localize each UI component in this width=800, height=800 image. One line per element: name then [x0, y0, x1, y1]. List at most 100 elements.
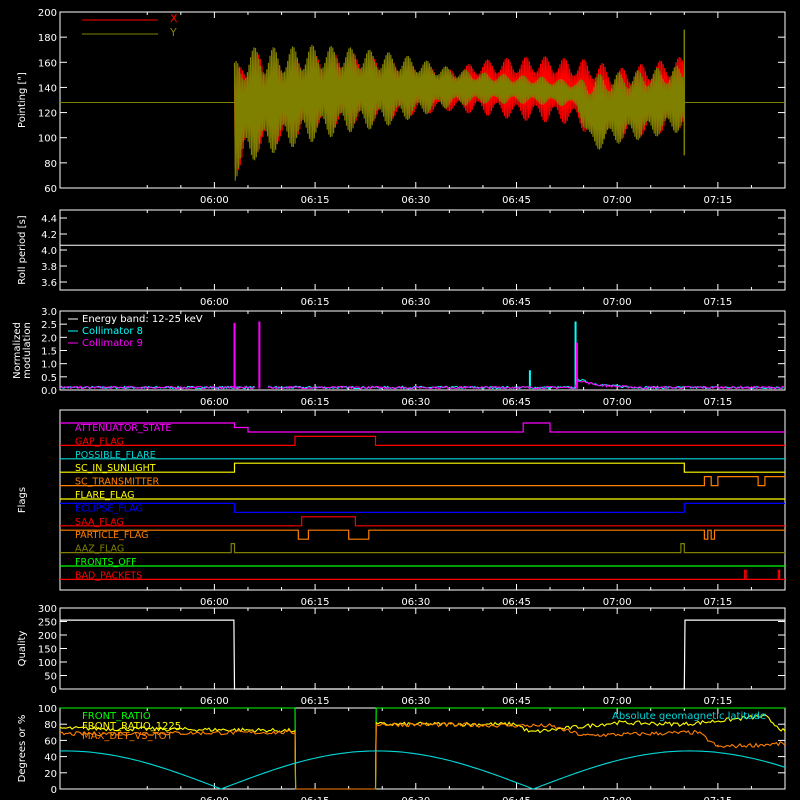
time-tick-label: 06:00	[200, 297, 229, 308]
time-tick-label: 07:15	[703, 696, 732, 707]
time-tick-label: 06:45	[502, 297, 531, 308]
flag-label: FLARE_FLAG	[75, 490, 135, 501]
y-tick-label: 3.0	[41, 307, 57, 318]
quality-line	[60, 619, 785, 690]
modulation-series-9	[267, 379, 784, 390]
y-tick-label: 80	[44, 720, 57, 731]
flag-label: AAZ_FLAG	[75, 544, 124, 555]
y-tick-label: 120	[38, 109, 57, 120]
y-tick-label: 20	[44, 769, 57, 780]
flag-trace-saa-flag	[60, 516, 785, 527]
y-axis-label-3: modulation	[22, 322, 33, 379]
y-tick-label: 60	[44, 184, 57, 195]
flag-label: SC_IN_SUNLIGHT	[75, 463, 156, 474]
time-tick-label: 06:00	[200, 696, 229, 707]
flag-trace-sc-in-sunlight	[60, 462, 785, 473]
y-tick-label: 0.0	[41, 386, 57, 397]
legend-max-det-vs-tot: MAX_DET_VS_TOT	[82, 731, 174, 742]
flag-trace-gap-flag	[60, 435, 785, 446]
y-tick-label: 60	[44, 736, 57, 747]
time-tick-label: 06:30	[401, 297, 430, 308]
time-tick-label: 07:00	[603, 597, 632, 608]
pointing-series-y	[233, 44, 685, 181]
time-tick-label: 07:00	[603, 796, 632, 800]
y-tick-label: 200	[38, 631, 57, 642]
y-tick-label: 200	[38, 8, 57, 19]
y-tick-label: 4.0	[41, 246, 57, 257]
time-tick-label: 07:15	[703, 297, 732, 308]
panel-frame-2	[59, 209, 786, 291]
time-tick-label: 07:00	[603, 696, 632, 707]
time-tick-label: 06:15	[301, 597, 330, 608]
time-tick-label: 06:15	[301, 696, 330, 707]
time-tick-label: 07:15	[703, 397, 732, 408]
time-tick-label: 06:45	[502, 796, 531, 800]
time-tick-label: 06:30	[401, 696, 430, 707]
panel-frame-4	[59, 409, 786, 591]
y-tick-label: 4.2	[41, 230, 57, 241]
flag-trace-particle-flag	[60, 529, 785, 540]
legend-y-label: Y	[169, 26, 177, 39]
flag-label: ECLIPSE_FLAG	[75, 503, 143, 514]
y-tick-label: 100	[38, 134, 57, 145]
y-tick-label: 100	[38, 658, 57, 669]
flag-label: POSSIBLE_FLARE	[75, 450, 156, 461]
legend-collimator-9: Collimator 9	[82, 338, 143, 349]
time-tick-label: 06:15	[301, 195, 330, 206]
time-tick-label: 07:00	[603, 297, 632, 308]
legend-front-ratio-1225: FRONT_RATIO_1225	[82, 721, 181, 732]
y-axis-label-3: Normalized	[12, 322, 23, 379]
flag-trace-eclipse-flag	[60, 502, 785, 513]
legend-collimator-8: Collimator 8	[82, 326, 143, 337]
y-tick-label: 1.0	[41, 360, 57, 371]
y-tick-label: 160	[38, 58, 57, 69]
flag-label: FRONTS_OFF	[75, 557, 137, 568]
flag-label: BAD_PACKETS	[75, 570, 142, 581]
energy-band-annotation: Energy band: 12-25 keV	[82, 314, 203, 325]
y-tick-label: 1.5	[41, 347, 57, 358]
ratio-series-2	[59, 722, 786, 790]
flag-label: PARTICLE_FLAG	[75, 530, 148, 541]
modulation-series-9	[59, 385, 256, 390]
y-tick-label: 80	[44, 159, 57, 170]
flag-label: ATTENUATOR_STATE	[75, 423, 171, 434]
legend-x-label: X	[170, 12, 178, 25]
time-tick-label: 06:00	[200, 597, 229, 608]
y-tick-label: 0	[51, 785, 57, 796]
time-tick-label: 06:45	[502, 597, 531, 608]
y-axis-label-2: Roll period [s]	[17, 215, 28, 284]
flag-label: SC_TRANSMITTER	[75, 477, 160, 488]
time-tick-label: 06:00	[200, 397, 229, 408]
time-tick-label: 07:00	[603, 195, 632, 206]
time-tick-label: 06:30	[401, 195, 430, 206]
time-tick-label: 06:45	[502, 397, 531, 408]
flag-label: GAP_FLAG	[75, 436, 124, 447]
modulation-series-8	[59, 385, 255, 390]
y-axis-label-6: Degrees or %	[17, 715, 28, 783]
y-tick-label: 2.5	[41, 320, 57, 331]
time-tick-label: 06:30	[401, 397, 430, 408]
time-tick-label: 06:45	[502, 696, 531, 707]
time-tick-label: 07:00	[603, 397, 632, 408]
flag-trace-attenuator-state	[60, 422, 785, 433]
y-tick-label: 0.5	[41, 373, 57, 384]
time-tick-label: 06:15	[301, 796, 330, 800]
time-tick-label: 06:45	[502, 195, 531, 206]
flag-trace-aaz-flag	[60, 543, 785, 554]
time-tick-label: 06:15	[301, 397, 330, 408]
flag-label: SAA_FLAG	[75, 517, 124, 528]
time-tick-label: 07:15	[703, 796, 732, 800]
y-tick-label: 3.6	[41, 278, 57, 289]
time-tick-label: 06:30	[401, 796, 430, 800]
time-tick-label: 06:00	[200, 796, 229, 800]
y-tick-label: 40	[44, 753, 57, 764]
y-tick-label: 180	[38, 33, 57, 44]
panel-frame-1	[59, 11, 786, 189]
time-tick-label: 07:15	[703, 195, 732, 206]
legend-front-ratio: FRONT_RATIO	[82, 711, 151, 722]
flag-trace-bad-packets	[60, 569, 785, 580]
y-tick-label: 150	[38, 645, 57, 656]
y-tick-label: 50	[44, 672, 57, 683]
